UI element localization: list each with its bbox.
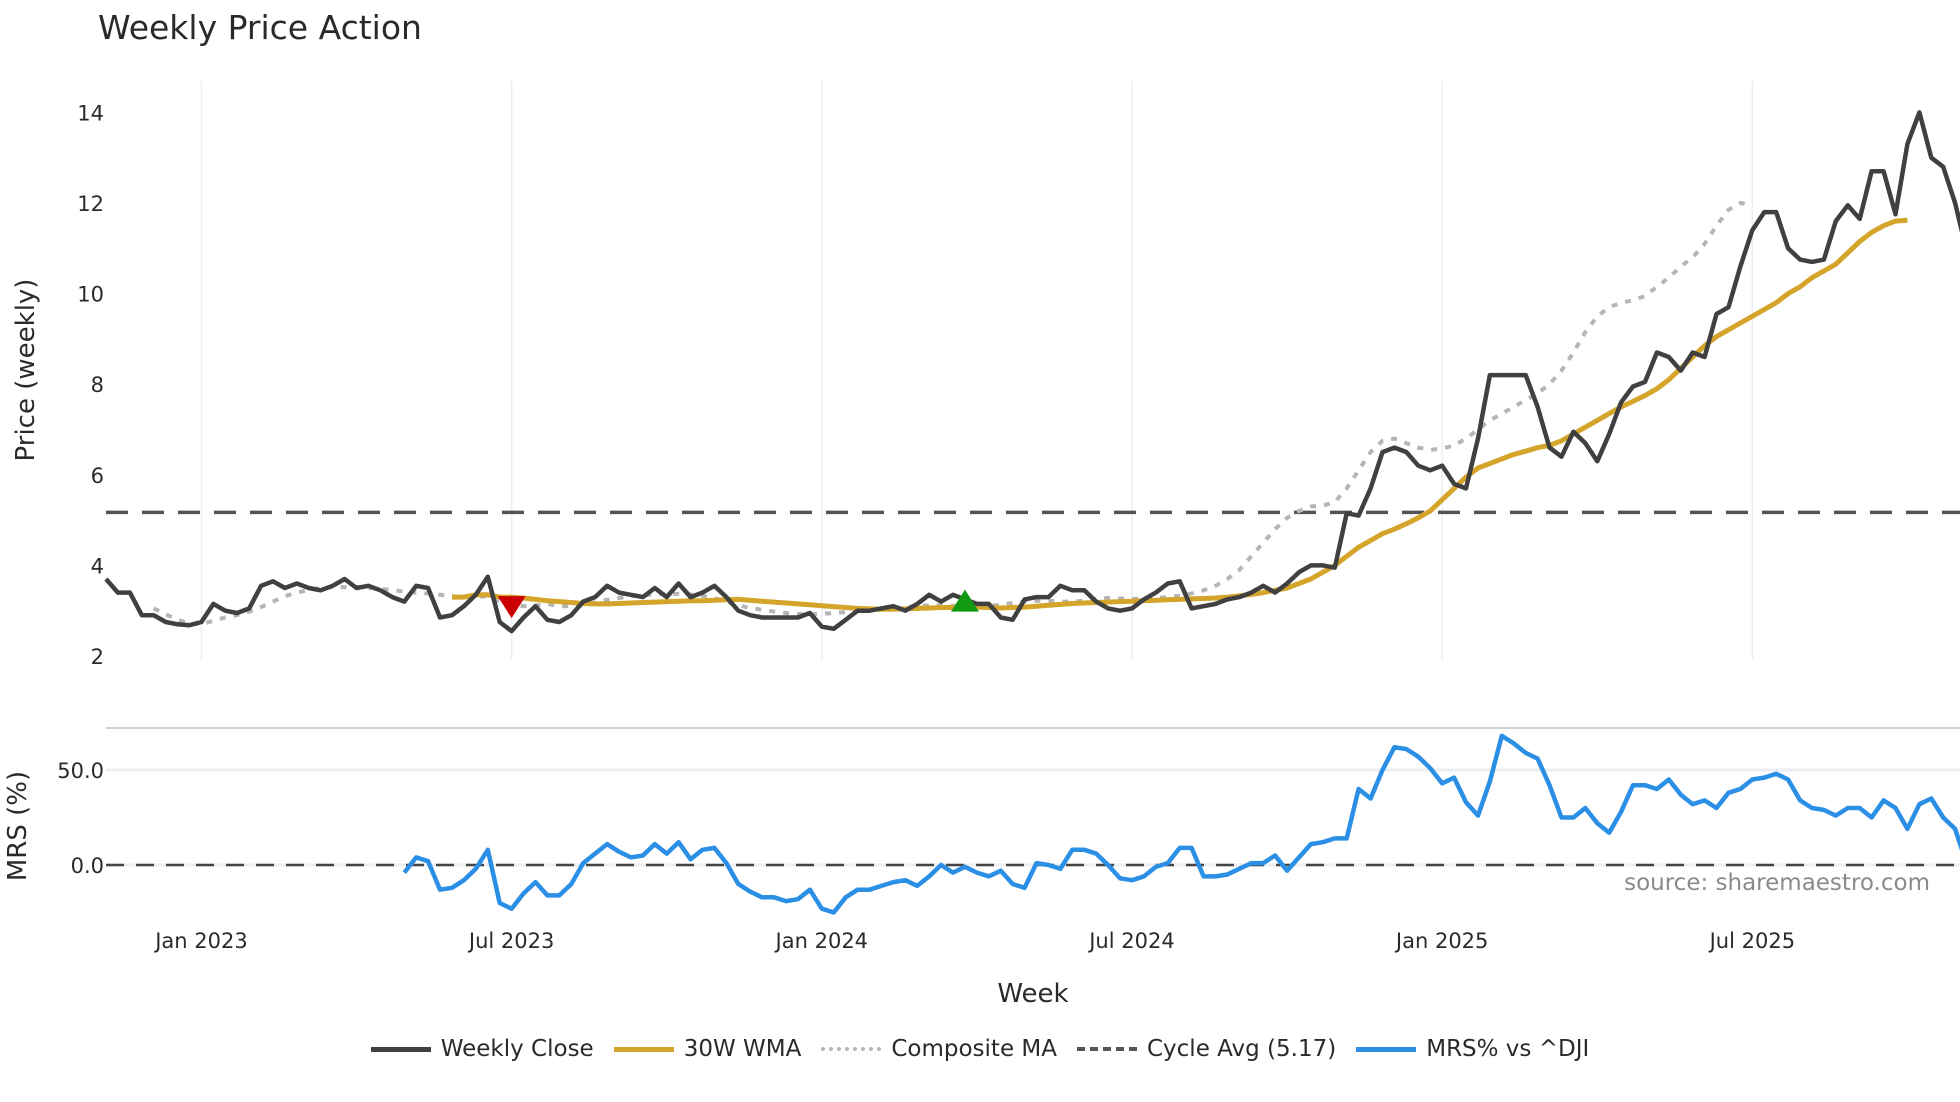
legend-label: 30W WMA xyxy=(683,1036,802,1062)
price-tick-label: 12 xyxy=(77,192,104,216)
price-tick-label: 2 xyxy=(91,645,104,669)
price-y-label: Price (weekly) xyxy=(11,279,41,462)
mrs-y-label: MRS (%) xyxy=(3,771,33,881)
price-tick-label: 8 xyxy=(91,373,104,397)
legend: Weekly Close 30W WMA Composite MA Cycle Avg… xyxy=(0,1036,1960,1062)
mrs-line xyxy=(402,733,1960,915)
legend-swatch-icon xyxy=(821,1047,882,1051)
x-tick-label: Jan 2025 xyxy=(1394,929,1489,953)
legend-label: Weekly Close xyxy=(440,1036,594,1062)
x-tick-label: Jul 2023 xyxy=(467,929,554,953)
legend-item[interactable]: 30W WMA xyxy=(613,1036,802,1062)
legend-item[interactable]: Cycle Avg (5.17) xyxy=(1076,1036,1337,1062)
legend-item[interactable]: Weekly Close xyxy=(370,1036,594,1062)
wma-30w-line xyxy=(452,217,1908,612)
sell-signal-marker xyxy=(497,596,526,619)
chart-title: Weekly Price Action xyxy=(98,8,422,47)
buy-signal-marker xyxy=(950,589,979,612)
weekly-close-line xyxy=(104,110,1960,634)
legend-swatch-icon xyxy=(1356,1046,1417,1052)
legend-label: MRS% vs ^DJI xyxy=(1426,1036,1590,1062)
mrs-tick-label: 50.0 xyxy=(57,759,104,783)
x-tick-label: Jul 2024 xyxy=(1087,929,1174,953)
x-axis-label: Week xyxy=(997,979,1068,1009)
legend-item[interactable]: MRS% vs ^DJI xyxy=(1356,1036,1589,1062)
price-tick-label: 10 xyxy=(77,283,104,307)
grid-lines xyxy=(106,81,1960,867)
x-axis: Jan 2023 Jul 2023 Jan 2024 Jul 2024 Jan 2025… xyxy=(153,929,1795,953)
price-tick-label: 14 xyxy=(77,101,104,125)
legend-swatch-icon xyxy=(1076,1047,1137,1051)
price-tick-label: 4 xyxy=(91,554,104,578)
x-tick-label: Jan 2024 xyxy=(774,929,869,953)
price-series xyxy=(104,110,1960,634)
x-tick-label: Jan 2023 xyxy=(153,929,248,953)
mrs-tick-label: 0.0 xyxy=(71,854,104,878)
mrs-series xyxy=(106,733,1960,915)
source-attribution: source: sharemaestro.com xyxy=(1624,870,1930,896)
legend-label: Composite MA xyxy=(891,1036,1057,1062)
mrs-y-axis: 0.0 50.0 xyxy=(57,759,104,878)
legend-swatch-icon xyxy=(370,1046,431,1052)
x-tick-label: Jul 2025 xyxy=(1708,929,1795,953)
price-tick-label: 6 xyxy=(91,464,104,488)
legend-label: Cycle Avg (5.17) xyxy=(1146,1036,1337,1062)
price-y-axis: 2 4 6 8 10 12 14 xyxy=(77,101,104,669)
legend-swatch-icon xyxy=(613,1046,674,1052)
legend-item[interactable]: Composite MA xyxy=(821,1036,1057,1062)
composite-ma-line xyxy=(152,201,1753,627)
signal-markers xyxy=(497,589,979,619)
